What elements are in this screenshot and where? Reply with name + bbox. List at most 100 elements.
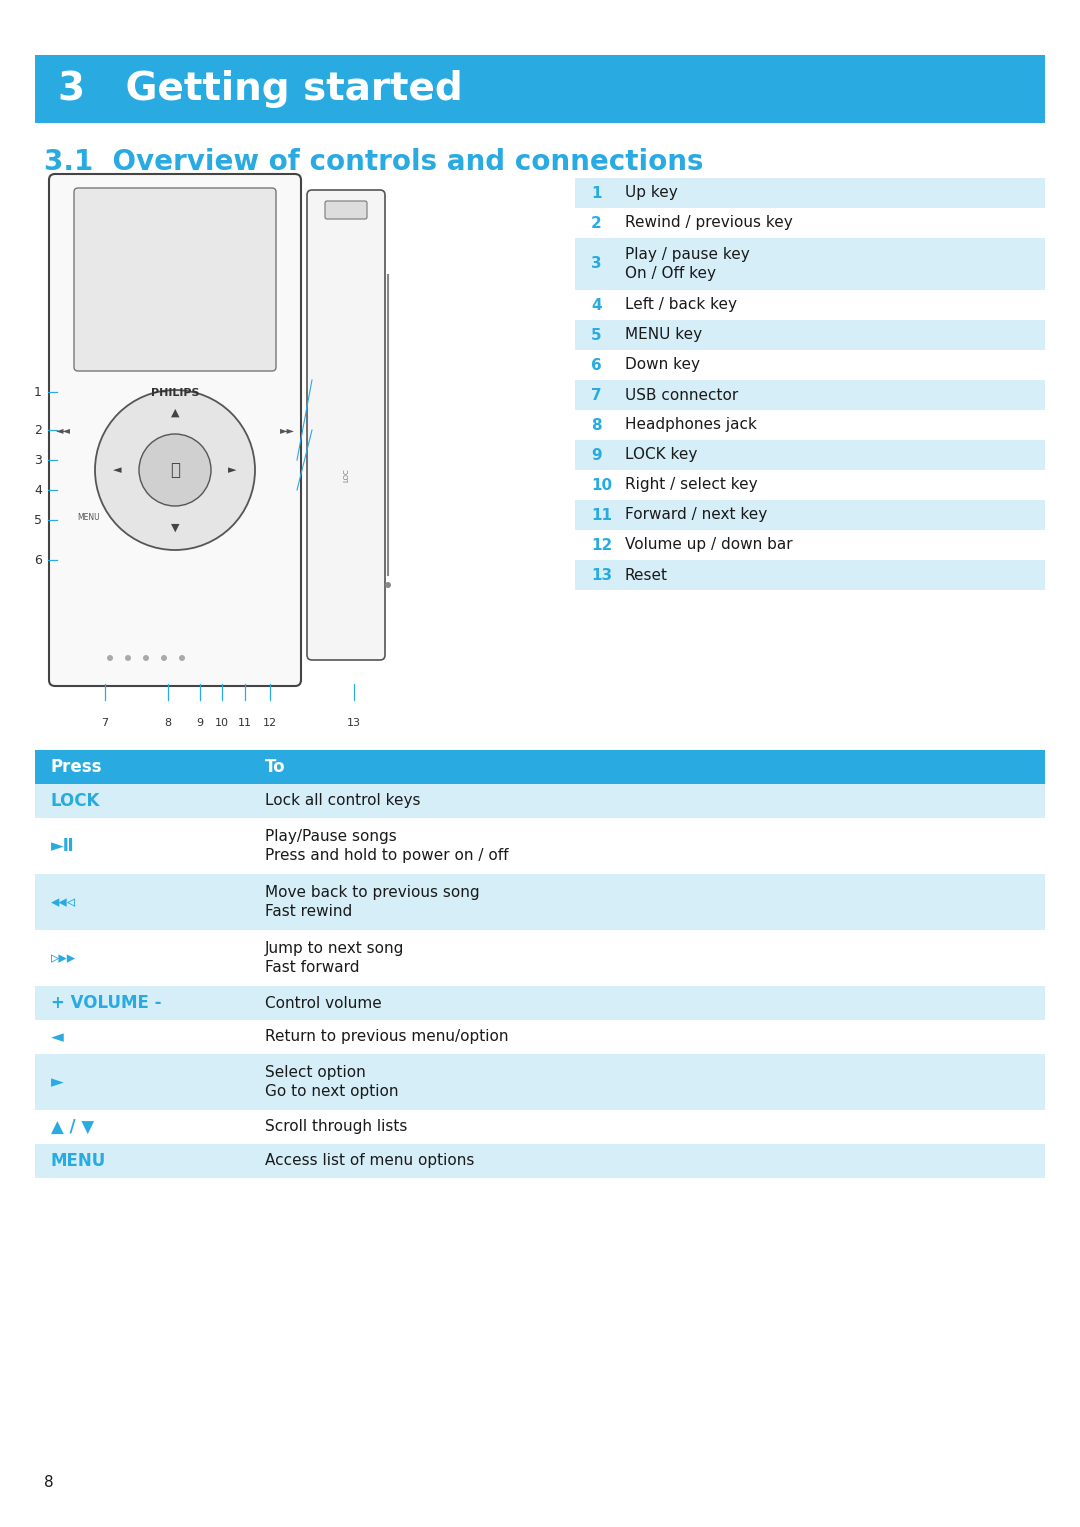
- FancyBboxPatch shape: [35, 1020, 1045, 1054]
- Text: + VOLUME -: + VOLUME -: [51, 994, 162, 1012]
- FancyBboxPatch shape: [35, 1054, 1045, 1110]
- Text: Up key: Up key: [625, 185, 678, 200]
- Text: Press: Press: [51, 757, 103, 776]
- Text: 8: 8: [164, 718, 172, 728]
- FancyBboxPatch shape: [35, 1144, 1045, 1177]
- FancyBboxPatch shape: [35, 873, 1045, 930]
- FancyBboxPatch shape: [35, 930, 1045, 986]
- Text: PHILIPS: PHILIPS: [151, 388, 199, 399]
- Text: 10: 10: [591, 478, 612, 493]
- Text: 4: 4: [591, 298, 602, 313]
- Text: 2: 2: [591, 215, 602, 231]
- Text: 7: 7: [102, 718, 109, 728]
- Text: Play / pause key
On / Off key: Play / pause key On / Off key: [625, 246, 750, 281]
- Text: Lock all control keys: Lock all control keys: [265, 794, 420, 808]
- Text: ►: ►: [228, 466, 237, 475]
- Text: ▹▸▸: ▹▸▸: [51, 948, 76, 967]
- Text: ◄: ◄: [51, 1028, 64, 1046]
- Text: MENU: MENU: [51, 1151, 106, 1170]
- Text: Select option
Go to next option: Select option Go to next option: [265, 1064, 399, 1099]
- FancyBboxPatch shape: [35, 750, 1045, 783]
- Text: 7: 7: [591, 388, 602, 403]
- Text: Move back to previous song
Fast rewind: Move back to previous song Fast rewind: [265, 884, 480, 919]
- Text: MENU: MENU: [77, 513, 99, 522]
- Text: ▲: ▲: [171, 408, 179, 417]
- FancyBboxPatch shape: [575, 350, 1045, 380]
- FancyBboxPatch shape: [35, 1110, 1045, 1144]
- Text: To: To: [265, 757, 285, 776]
- Text: ▲ / ▼: ▲ / ▼: [51, 1118, 94, 1136]
- FancyBboxPatch shape: [575, 411, 1045, 440]
- Circle shape: [125, 655, 131, 661]
- Text: Scroll through lists: Scroll through lists: [265, 1119, 407, 1135]
- Text: Jump to next song
Fast forward: Jump to next song Fast forward: [265, 941, 404, 976]
- Text: Return to previous menu/option: Return to previous menu/option: [265, 1029, 509, 1044]
- Text: Right / select key: Right / select key: [625, 478, 758, 493]
- Text: ◄: ◄: [113, 466, 122, 475]
- Text: ▼: ▼: [171, 522, 179, 533]
- FancyBboxPatch shape: [575, 321, 1045, 350]
- Text: 1: 1: [591, 185, 602, 200]
- FancyBboxPatch shape: [575, 499, 1045, 530]
- FancyBboxPatch shape: [35, 783, 1045, 818]
- Text: ►: ►: [51, 1073, 64, 1090]
- Text: Reset: Reset: [625, 568, 669, 582]
- Text: 13: 13: [591, 568, 612, 582]
- FancyBboxPatch shape: [575, 530, 1045, 560]
- Text: 13: 13: [347, 718, 361, 728]
- FancyBboxPatch shape: [575, 238, 1045, 290]
- Text: 8: 8: [44, 1475, 54, 1490]
- Text: 12: 12: [591, 538, 612, 553]
- Text: 2: 2: [35, 423, 42, 437]
- Text: ◂◂◃: ◂◂◃: [51, 893, 76, 912]
- FancyBboxPatch shape: [575, 380, 1045, 411]
- Text: 11: 11: [591, 507, 612, 522]
- Circle shape: [161, 655, 167, 661]
- FancyBboxPatch shape: [307, 189, 384, 660]
- FancyBboxPatch shape: [575, 179, 1045, 208]
- Text: Rewind / previous key: Rewind / previous key: [625, 215, 793, 231]
- Circle shape: [179, 655, 185, 661]
- FancyBboxPatch shape: [575, 560, 1045, 589]
- Text: 12: 12: [262, 718, 278, 728]
- FancyBboxPatch shape: [575, 290, 1045, 321]
- Text: Access list of menu options: Access list of menu options: [265, 1153, 474, 1168]
- FancyBboxPatch shape: [575, 208, 1045, 238]
- Text: Forward / next key: Forward / next key: [625, 507, 767, 522]
- Text: USB connector: USB connector: [625, 388, 739, 403]
- FancyBboxPatch shape: [35, 818, 1045, 873]
- Text: LOCK: LOCK: [51, 793, 100, 809]
- Circle shape: [143, 655, 149, 661]
- Circle shape: [107, 655, 113, 661]
- Text: 6: 6: [591, 357, 602, 373]
- FancyBboxPatch shape: [575, 440, 1045, 470]
- Text: Left / back key: Left / back key: [625, 298, 737, 313]
- Text: Control volume: Control volume: [265, 996, 381, 1011]
- Text: 8: 8: [591, 417, 602, 432]
- Text: 11: 11: [238, 718, 252, 728]
- FancyBboxPatch shape: [325, 202, 367, 218]
- Text: Down key: Down key: [625, 357, 700, 373]
- Circle shape: [139, 434, 211, 505]
- Text: 3.1  Overview of controls and connections: 3.1 Overview of controls and connections: [44, 148, 703, 176]
- Text: ◄◄: ◄◄: [55, 425, 70, 435]
- Text: 6: 6: [35, 553, 42, 567]
- Text: LOCK key: LOCK key: [625, 447, 698, 463]
- Text: 4: 4: [35, 484, 42, 496]
- Text: 3: 3: [35, 454, 42, 467]
- Text: 1: 1: [35, 385, 42, 399]
- Text: 3   Getting started: 3 Getting started: [58, 70, 462, 108]
- FancyBboxPatch shape: [35, 55, 1045, 124]
- FancyBboxPatch shape: [75, 188, 276, 371]
- Text: Headphones jack: Headphones jack: [625, 417, 757, 432]
- Circle shape: [384, 582, 391, 588]
- Text: ⏯: ⏯: [170, 461, 180, 479]
- FancyBboxPatch shape: [35, 986, 1045, 1020]
- Text: LOC: LOC: [343, 469, 349, 483]
- FancyBboxPatch shape: [575, 470, 1045, 499]
- Text: ►Ⅱ: ►Ⅱ: [51, 837, 75, 855]
- Circle shape: [95, 389, 255, 550]
- FancyBboxPatch shape: [49, 174, 301, 686]
- Text: MENU key: MENU key: [625, 327, 702, 342]
- Text: 5: 5: [591, 327, 602, 342]
